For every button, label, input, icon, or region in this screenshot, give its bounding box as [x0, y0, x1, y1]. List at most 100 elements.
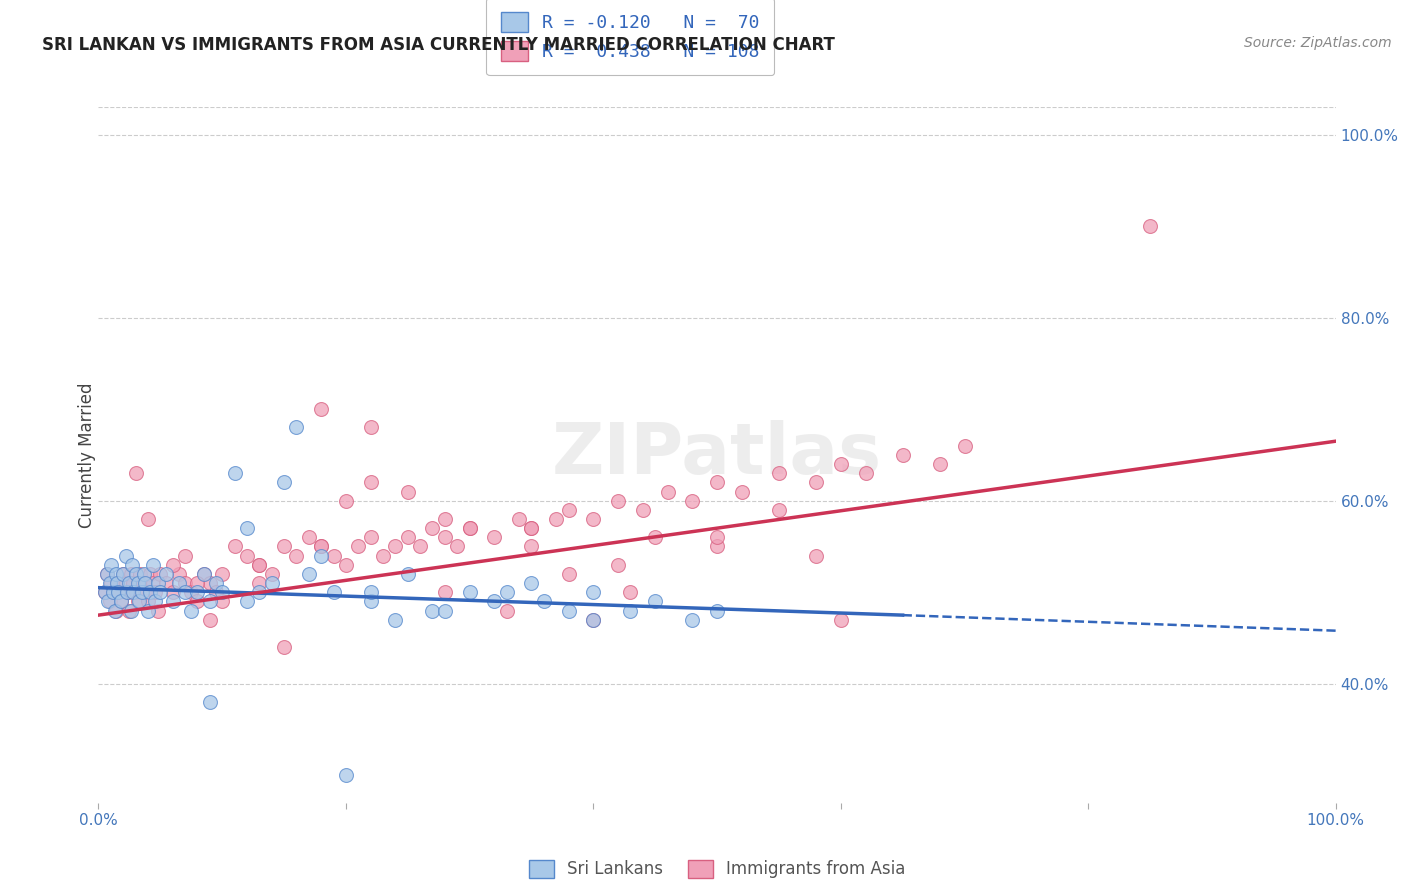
Point	[211, 566, 233, 581]
Point	[433, 512, 456, 526]
Point	[136, 594, 159, 608]
Point	[706, 603, 728, 617]
Point	[371, 549, 394, 563]
Point	[285, 549, 308, 563]
Point	[607, 493, 630, 508]
Point	[122, 585, 145, 599]
Point	[495, 585, 517, 599]
Point	[93, 585, 115, 599]
Point	[273, 640, 295, 655]
Point	[335, 558, 357, 572]
Point	[112, 566, 135, 581]
Point	[582, 512, 605, 526]
Point	[162, 558, 184, 572]
Point	[458, 521, 481, 535]
Point	[644, 530, 666, 544]
Point	[198, 594, 221, 608]
Point	[155, 576, 177, 591]
Point	[236, 521, 259, 535]
Point	[347, 540, 370, 554]
Point	[520, 576, 543, 591]
Point	[134, 585, 156, 599]
Point	[247, 558, 270, 572]
Point	[335, 493, 357, 508]
Point	[384, 613, 406, 627]
Point	[142, 558, 165, 572]
Point	[260, 566, 283, 581]
Point	[396, 530, 419, 544]
Point	[260, 576, 283, 591]
Point	[193, 566, 215, 581]
Point	[298, 530, 321, 544]
Text: ZIPatlas: ZIPatlas	[553, 420, 882, 490]
Point	[433, 603, 456, 617]
Point	[122, 576, 145, 591]
Point	[644, 594, 666, 608]
Point	[409, 540, 432, 554]
Point	[309, 540, 332, 554]
Point	[107, 585, 129, 599]
Point	[582, 585, 605, 599]
Point	[127, 576, 149, 591]
Point	[198, 613, 221, 627]
Point	[139, 585, 162, 599]
Point	[681, 493, 703, 508]
Point	[114, 576, 136, 591]
Point	[360, 594, 382, 608]
Text: SRI LANKAN VS IMMIGRANTS FROM ASIA CURRENTLY MARRIED CORRELATION CHART: SRI LANKAN VS IMMIGRANTS FROM ASIA CURRE…	[42, 36, 835, 54]
Point	[236, 594, 259, 608]
Point	[546, 512, 568, 526]
Point	[322, 549, 344, 563]
Point	[619, 585, 641, 599]
Point	[104, 566, 127, 581]
Point	[131, 585, 153, 599]
Point	[619, 603, 641, 617]
Point	[205, 585, 228, 599]
Point	[117, 585, 139, 599]
Point	[422, 603, 444, 617]
Point	[484, 594, 506, 608]
Point	[335, 768, 357, 782]
Point	[180, 603, 202, 617]
Point	[285, 420, 308, 434]
Point	[155, 566, 177, 581]
Point	[224, 540, 246, 554]
Point	[273, 540, 295, 554]
Point	[142, 576, 165, 591]
Point	[96, 566, 118, 581]
Point	[681, 613, 703, 627]
Point	[582, 613, 605, 627]
Point	[174, 549, 197, 563]
Point	[298, 566, 321, 581]
Point	[706, 540, 728, 554]
Point	[458, 585, 481, 599]
Point	[236, 549, 259, 563]
Point	[309, 402, 332, 417]
Point	[146, 576, 169, 591]
Point	[162, 594, 184, 608]
Point	[93, 585, 115, 599]
Point	[115, 585, 138, 599]
Point	[186, 594, 208, 608]
Point	[731, 484, 754, 499]
Point	[100, 558, 122, 572]
Point	[136, 512, 159, 526]
Point	[139, 566, 162, 581]
Point	[396, 566, 419, 581]
Point	[446, 540, 468, 554]
Point	[520, 521, 543, 535]
Point	[127, 594, 149, 608]
Point	[105, 576, 128, 591]
Point	[1139, 219, 1161, 233]
Point	[105, 576, 128, 591]
Point	[103, 585, 125, 599]
Point	[768, 467, 790, 481]
Point	[322, 585, 344, 599]
Point	[211, 585, 233, 599]
Point	[247, 585, 270, 599]
Point	[804, 475, 827, 490]
Point	[768, 503, 790, 517]
Point	[508, 512, 530, 526]
Point	[706, 475, 728, 490]
Point	[143, 585, 166, 599]
